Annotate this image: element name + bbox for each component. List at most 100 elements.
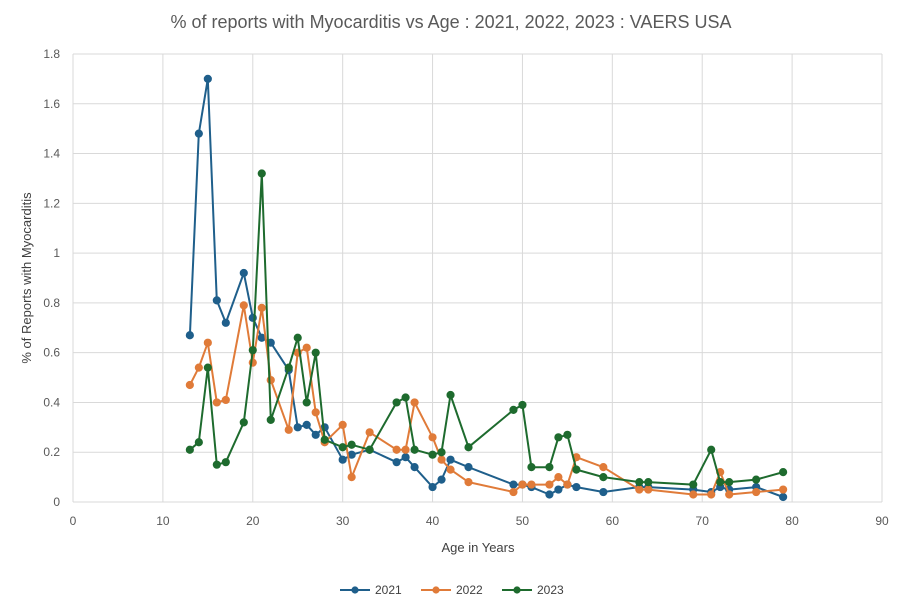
data-point-2022 xyxy=(752,487,761,497)
data-point-2022 xyxy=(347,473,356,482)
data-point-2023 xyxy=(509,405,518,415)
data-point-2022 xyxy=(437,455,446,464)
data-point-2023 xyxy=(401,393,410,402)
data-point-2021 xyxy=(572,482,581,492)
legend: 2021 2022 2023 xyxy=(340,583,564,597)
data-point-2022 xyxy=(302,343,311,352)
data-point-2023 xyxy=(554,433,563,442)
data-point-2022 xyxy=(365,428,374,437)
data-point-2022 xyxy=(464,477,473,487)
x-tick-label: 10 xyxy=(156,514,170,528)
y-tick-label: 0.2 xyxy=(43,445,60,459)
x-tick-label: 90 xyxy=(875,514,889,528)
data-point-2021 xyxy=(779,492,788,502)
data-point-2021 xyxy=(185,331,194,340)
x-tick-label: 80 xyxy=(785,514,799,528)
data-point-2023 xyxy=(599,473,608,482)
data-point-2023 xyxy=(464,443,473,452)
data-point-2023 xyxy=(338,443,347,452)
data-point-2023 xyxy=(689,480,698,489)
data-point-2022 xyxy=(509,487,518,497)
data-point-2023 xyxy=(707,445,716,454)
data-point-2022 xyxy=(635,485,644,494)
data-point-2023 xyxy=(644,477,653,487)
series-2022 xyxy=(185,301,788,499)
data-point-2023 xyxy=(347,440,356,449)
data-point-2023 xyxy=(257,169,266,178)
data-point-2022 xyxy=(392,445,401,454)
legend-label: 2022 xyxy=(456,583,483,597)
data-point-2021 xyxy=(464,463,473,472)
legend-item-2023: 2023 xyxy=(502,583,564,597)
legend-item-2021: 2021 xyxy=(340,583,402,597)
data-point-2021 xyxy=(311,430,320,439)
series-2023 xyxy=(185,169,788,489)
x-tick-label: 30 xyxy=(336,514,350,528)
data-point-2021 xyxy=(302,420,311,429)
data-point-2021 xyxy=(509,480,518,489)
data-point-2021 xyxy=(554,485,563,494)
data-point-2022 xyxy=(527,480,536,489)
data-point-2023 xyxy=(779,468,788,477)
data-point-2023 xyxy=(203,363,212,372)
data-point-2022 xyxy=(185,380,194,390)
data-point-2022 xyxy=(725,490,734,499)
data-point-2022 xyxy=(644,485,653,494)
data-point-2022 xyxy=(212,398,221,407)
data-point-2022 xyxy=(284,425,293,434)
legend-label: 2021 xyxy=(375,583,402,597)
data-point-2021 xyxy=(221,318,230,327)
data-point-2022 xyxy=(266,375,275,385)
data-point-2022 xyxy=(203,338,212,347)
data-point-2023 xyxy=(302,398,311,407)
data-point-2021 xyxy=(410,463,419,472)
data-point-2023 xyxy=(311,348,320,357)
x-tick-label: 40 xyxy=(426,514,440,528)
data-point-2021 xyxy=(545,490,554,499)
grid xyxy=(72,53,883,503)
series-layer xyxy=(185,74,788,502)
data-point-2022 xyxy=(707,490,716,499)
data-point-2023 xyxy=(446,390,455,400)
data-point-2023 xyxy=(194,438,203,447)
data-point-2023 xyxy=(725,477,734,487)
data-point-2023 xyxy=(752,475,761,484)
data-point-2022 xyxy=(338,420,347,429)
data-point-2023 xyxy=(437,448,446,457)
x-tick-label: 20 xyxy=(246,514,260,528)
data-point-2022 xyxy=(689,490,698,499)
data-point-2022 xyxy=(428,433,437,442)
data-point-2021 xyxy=(239,268,248,278)
data-point-2022 xyxy=(194,363,203,372)
y-tick-label: 0.6 xyxy=(43,346,60,360)
data-point-2023 xyxy=(293,333,302,342)
data-point-2022 xyxy=(446,465,455,474)
data-point-2023 xyxy=(572,465,581,474)
y-tick-label: 0 xyxy=(53,495,60,509)
data-point-2021 xyxy=(401,453,410,462)
data-point-2023 xyxy=(212,460,221,469)
data-point-2023 xyxy=(248,346,257,355)
data-point-2023 xyxy=(428,450,437,459)
axes: 0 0.2 0.4 0.6 0.8 1 1.2 1.4 1.6 1.8 0 10 20 30 40 50 60 7… xyxy=(43,47,889,528)
y-tick-label: 1.8 xyxy=(43,47,60,61)
data-point-2023 xyxy=(410,445,419,454)
y-tick-label: 1 xyxy=(53,246,60,260)
data-point-2023 xyxy=(563,430,572,439)
x-tick-label: 60 xyxy=(606,514,620,528)
data-point-2022 xyxy=(239,301,248,310)
y-axis-title: % of Reports with Myocarditis xyxy=(19,192,34,364)
legend-swatch-marker xyxy=(513,586,521,594)
series-line-2022 xyxy=(189,304,784,496)
y-tick-label: 1.6 xyxy=(43,97,60,111)
data-point-2023 xyxy=(635,477,644,487)
x-tick-label: 50 xyxy=(516,514,530,528)
data-point-2022 xyxy=(401,445,410,454)
series-line-2023 xyxy=(189,172,784,486)
data-point-2022 xyxy=(554,473,563,482)
legend-swatch-marker xyxy=(432,586,440,594)
data-point-2022 xyxy=(599,463,608,472)
data-point-2022 xyxy=(221,395,230,405)
data-point-2021 xyxy=(428,482,437,492)
y-tick-label: 0.4 xyxy=(43,395,60,409)
